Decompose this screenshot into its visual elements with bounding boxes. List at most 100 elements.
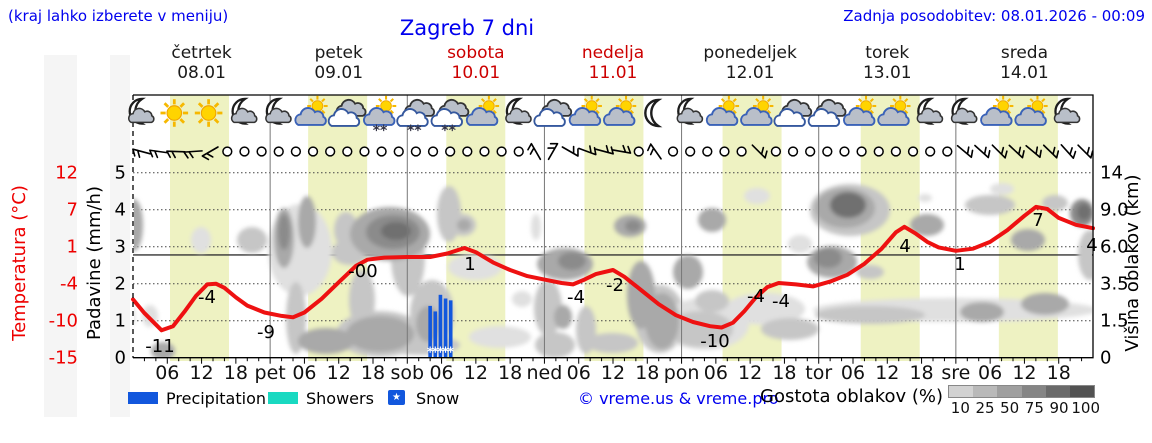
wind-barb-icon: [1060, 144, 1077, 159]
day-name: sobota: [447, 43, 505, 63]
temperature-curve: [131, 204, 1095, 333]
svg-text:-4: -4: [60, 274, 78, 295]
wind-calm-icon: [256, 146, 267, 157]
precipitation-swatch: [128, 392, 158, 404]
svg-text:12: 12: [189, 362, 213, 384]
weather-icon-sun-cloud: [465, 95, 500, 126]
day-date: 09.01: [314, 63, 364, 84]
wind-barb-icon: [201, 146, 219, 161]
wind-calm-icon: [307, 146, 319, 157]
svg-text:*: *: [432, 346, 439, 361]
wind-barb-icon: [1042, 144, 1060, 159]
cloud-density-tick: 75: [1024, 399, 1044, 417]
weather-icon-sun-cloud: [1014, 95, 1048, 126]
svg-text:-15: -15: [49, 348, 78, 369]
svg-text:7: 7: [67, 200, 78, 221]
svg-text:1.5: 1.5: [1100, 311, 1129, 332]
wind-barb-icon: [166, 150, 186, 159]
day-name: petek: [314, 43, 363, 63]
wind-calm-icon: [376, 146, 387, 157]
wind-calm-icon: [359, 146, 370, 157]
svg-text:06: 06: [978, 362, 1002, 384]
wind-barb-icon: [578, 145, 597, 156]
svg-text:**: **: [373, 123, 388, 139]
weather-icon-sun-cloud: [980, 95, 1014, 126]
weather-icon-moon-cloud: [950, 97, 978, 125]
day-date: 11.01: [588, 63, 638, 84]
hour-ticks: [143, 357, 1083, 364]
wind-calm-icon: [736, 146, 747, 157]
svg-text:12: 12: [1012, 362, 1036, 384]
wind-barb-icon: [183, 150, 203, 159]
svg-text:0: 0: [115, 348, 126, 369]
day-header-ponedeljek: ponedeljek 12.01: [680, 43, 820, 84]
weather-icon-moon-cloud: [230, 97, 258, 125]
svg-text:-9: -9: [257, 322, 275, 343]
temperature-labels: -11 -4 -9 -00 1 -4 -2 -10 -4 -4 4 1 7 4: [145, 210, 1097, 357]
wind-barb-icon: [974, 144, 991, 159]
wind-barb-icon: [132, 148, 152, 158]
svg-text:06: 06: [704, 362, 728, 384]
wind-calm-icon: [342, 146, 353, 157]
svg-text:06: 06: [429, 362, 453, 384]
precipitation-bars: [428, 294, 453, 358]
cloud-density-label: Gostota oblakov (%): [760, 386, 944, 407]
svg-text:3: 3: [115, 237, 126, 258]
svg-text:2: 2: [115, 274, 126, 295]
wind-calm-icon: [633, 146, 644, 157]
day-date: 12.01: [725, 63, 775, 84]
weather-icon-clouds: [773, 98, 813, 127]
cloud-density-segment-100: [1069, 386, 1095, 397]
svg-text:tor: tor: [805, 362, 832, 384]
weather-icon-moon-cloud: [505, 97, 532, 125]
weather-icon-clouds: **: [396, 98, 435, 139]
cloud-density-segment-10: [949, 386, 974, 397]
day-date: 10.01: [451, 63, 501, 84]
wind-calm-icon: [513, 146, 524, 157]
day-name: ponedeljek: [703, 43, 797, 63]
weather-icons: ** ** **: [127, 95, 1081, 139]
wind-calm-icon: [942, 146, 953, 157]
page-title: Zagreb 7 dni: [399, 16, 535, 40]
cloud-density-tick: 25: [975, 399, 995, 417]
svg-text:06: 06: [155, 362, 179, 384]
copyright-link[interactable]: © vreme.us & vreme.pro: [578, 389, 779, 408]
cloud-density-gradient: [948, 385, 1095, 398]
svg-text:06: 06: [292, 362, 316, 384]
svg-text:*: *: [427, 346, 434, 361]
wind-barb-icon: [991, 144, 1008, 159]
showers-swatch: [268, 392, 298, 404]
cloud-density-ticks: 10 25 50 75 90 100: [948, 399, 1100, 417]
svg-text:4: 4: [1086, 235, 1097, 256]
svg-text:-4: -4: [198, 287, 216, 308]
day-name: sreda: [1000, 43, 1048, 63]
day-name: četrtek: [171, 43, 232, 63]
weather-icon-sun-cloud: [568, 95, 602, 126]
svg-text:sob: sob: [390, 362, 424, 384]
wind-calm-icon: [667, 146, 679, 157]
svg-text:-4: -4: [567, 287, 585, 308]
precipitation-legend-label: Precipitation: [166, 389, 267, 408]
weather-icon-sun-cloud: [603, 95, 637, 126]
wind-barb-icon: [527, 142, 542, 161]
weather-icon-clouds: [807, 98, 847, 127]
day-date: 14.01: [1000, 63, 1049, 84]
wind-calm-icon: [873, 146, 884, 157]
wind-barb-icon: [1077, 144, 1094, 159]
svg-text:12: 12: [55, 163, 78, 184]
left-gutter-strip-2: [110, 55, 130, 417]
wind-symbols: [132, 142, 1094, 161]
svg-text:-11: -11: [145, 336, 174, 357]
wind-calm-icon: [787, 146, 799, 157]
svg-text:14: 14: [1100, 163, 1123, 184]
snow-legend-label: Snow: [416, 389, 460, 408]
weather-icon-moon-cloud: [916, 97, 944, 125]
svg-text:18: 18: [498, 362, 522, 384]
showers-legend-label: Showers: [306, 389, 374, 408]
wind-calm-icon: [445, 146, 456, 157]
day-header-četrtek: četrtek 08.01: [132, 43, 272, 84]
wind-barb-icon: [1025, 144, 1042, 159]
precipitation-tick-labels: 5 4 3 2 1 0: [115, 163, 126, 369]
day-header-sobota: sobota 10.01: [406, 43, 546, 84]
wind-calm-icon: [290, 146, 302, 157]
